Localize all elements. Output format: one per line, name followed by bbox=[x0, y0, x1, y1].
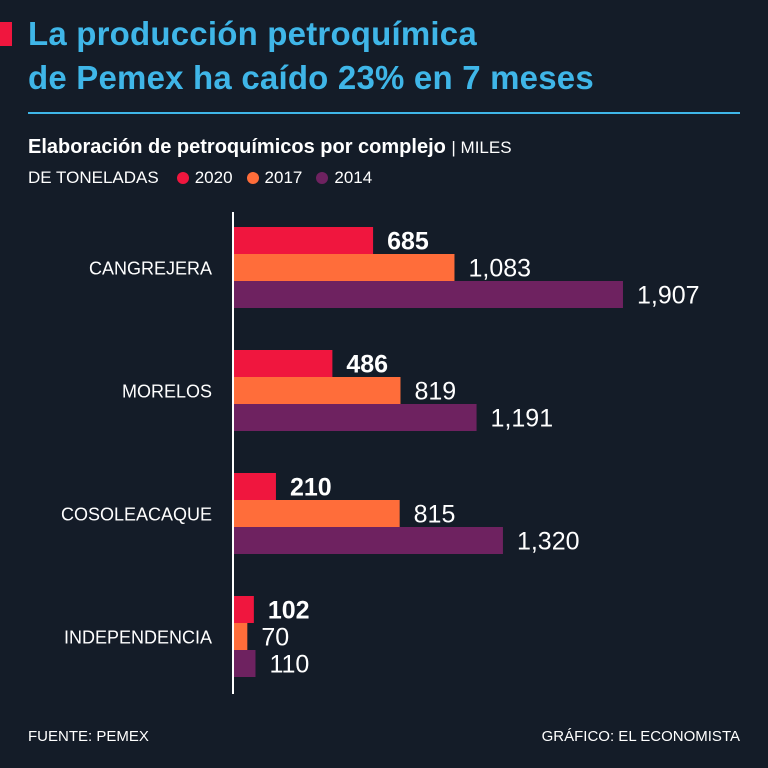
chart-unit-part-2: DE TONELADAS bbox=[28, 168, 159, 187]
category-label-cangrejera: CANGREJERA bbox=[89, 259, 212, 279]
legend-label-2017: 2017 bbox=[264, 168, 303, 187]
category-label-morelos: MORELOS bbox=[122, 382, 212, 402]
headline: La producción petroquímica de Pemex ha c… bbox=[28, 12, 758, 100]
data-label-cangrejera-2014: 1,907 bbox=[637, 282, 700, 310]
legend-swatch-2017 bbox=[246, 172, 259, 184]
bar-cangrejera-2017 bbox=[233, 254, 455, 281]
category-label-cosoleacaque: COSOLEACAQUE bbox=[61, 505, 212, 525]
category-label-independencia: INDEPENDENCIA bbox=[64, 628, 212, 648]
bar-morelos-2014 bbox=[233, 404, 477, 431]
source-note: FUENTE: PEMEX bbox=[28, 728, 149, 745]
bar-cosoleacaque-2014 bbox=[233, 527, 503, 554]
bar-independencia-2017 bbox=[233, 623, 248, 650]
bar-cosoleacaque-2020 bbox=[233, 473, 276, 500]
headline-accent-mark bbox=[0, 22, 12, 46]
headline-line-2: de Pemex ha caído 23% en 7 meses bbox=[28, 59, 594, 96]
data-label-cangrejera-2020: 685 bbox=[387, 228, 429, 256]
legend-item-2020: 2020 bbox=[176, 168, 233, 188]
credit-note: GRÁFICO: EL ECONOMISTA bbox=[541, 728, 740, 745]
data-label-independencia-2017: 70 bbox=[261, 624, 289, 652]
data-label-independencia-2020: 102 bbox=[268, 597, 310, 625]
legend-label-2020: 2020 bbox=[194, 168, 233, 187]
data-label-morelos-2014: 1,191 bbox=[491, 405, 554, 433]
chart-subtitle: Elaboración de petroquímicos por complej… bbox=[28, 134, 728, 161]
data-label-morelos-2017: 819 bbox=[414, 378, 456, 406]
bar-cangrejera-2020 bbox=[233, 227, 374, 254]
chart-title: Elaboración de petroquímicos por complej… bbox=[28, 136, 446, 158]
bar-cangrejera-2014 bbox=[233, 281, 623, 308]
legend-swatch-2014 bbox=[316, 172, 329, 184]
chart-unit-part-1: | MILES bbox=[451, 138, 512, 157]
legend-item-2017: 2017 bbox=[246, 168, 303, 188]
bar-morelos-2017 bbox=[233, 377, 401, 404]
bar-cosoleacaque-2017 bbox=[233, 500, 400, 527]
data-label-cosoleacaque-2017: 815 bbox=[414, 501, 456, 529]
legend-item-2014: 2014 bbox=[316, 168, 372, 188]
data-label-cosoleacaque-2020: 210 bbox=[290, 474, 332, 502]
bar-morelos-2020 bbox=[233, 350, 333, 377]
data-label-independencia-2014: 110 bbox=[269, 651, 309, 679]
chart-legend: DE TONELADAS 2020 2017 2014 bbox=[28, 166, 386, 190]
data-label-cosoleacaque-2014: 1,320 bbox=[517, 528, 580, 556]
legend-label-2014: 2014 bbox=[334, 168, 373, 187]
headline-divider bbox=[28, 112, 740, 114]
bar-independencia-2020 bbox=[233, 596, 254, 623]
bar-independencia-2014 bbox=[233, 650, 256, 677]
data-label-morelos-2020: 486 bbox=[346, 351, 388, 379]
headline-line-1: La producción petroquímica bbox=[28, 15, 477, 52]
data-label-cangrejera-2017: 1,083 bbox=[468, 255, 531, 283]
legend-swatch-2020 bbox=[176, 172, 189, 184]
